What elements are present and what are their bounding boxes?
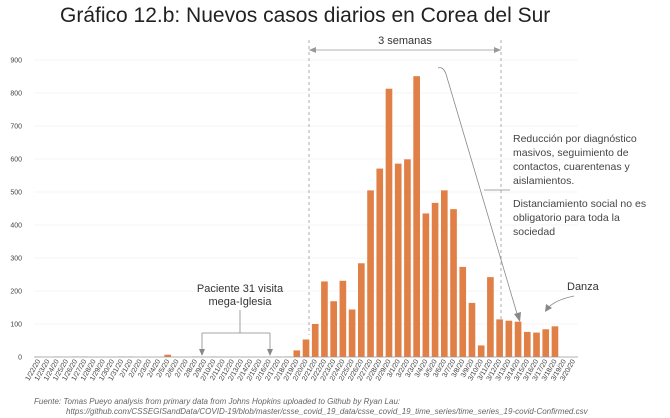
reduction-text: Reducción por diagnóstico masivos, segui… [513,133,646,238]
bar [514,321,522,357]
y-tick-label: 900 [10,58,22,65]
y-tick-label: 600 [10,157,22,164]
y-axis: 0 100 200 300 400 500 600 700 800 900 [10,58,22,362]
bar [487,277,494,357]
reduction-line-1: Reducción por diagnóstico [513,133,637,145]
bar [321,281,328,357]
bar [468,302,476,357]
bar [477,345,485,357]
distancing-line-1: Distanciamiento social no es [513,198,646,210]
bar [404,159,411,357]
bar [348,309,356,357]
bar [422,213,430,357]
bar [367,190,374,357]
y-tick-label: 0 [18,355,22,362]
bar [459,266,467,357]
bar [496,319,503,357]
bar [413,76,420,358]
bar [505,320,513,357]
bar [330,301,337,357]
reduction-line-2: masivos, seguimiento de [513,147,629,159]
y-tick-label: 400 [10,223,22,230]
bar [164,354,172,357]
bar [542,329,550,357]
bar-series [35,76,559,358]
source-line-2: https://github.com/CSSEGISandData/COVID-… [66,407,589,416]
y-gridlines [34,59,578,325]
y-tick-label: 800 [10,91,22,98]
dance-label: Danza [567,281,600,293]
reduction-line-3: contactos, cuarentenas y [513,161,630,173]
reduction-arrow [437,67,521,322]
bar [311,324,319,357]
x-axis: 1/22/201/23/201/24/201/25/201/26/201/27/… [25,358,578,382]
bar [551,326,559,357]
chart-title: Gráfico 12.b: Nuevos casos diarios en Co… [60,4,551,27]
bar [440,190,448,357]
bar [450,209,457,357]
bar [523,331,531,357]
distancing-line-3: sociedad [513,226,555,238]
bar [302,339,310,357]
bar [533,332,540,357]
bar [339,280,347,357]
dance-annotation: Danza [545,281,600,312]
patient31-line1: Paciente 31 visita [197,283,284,295]
bar [431,202,439,357]
y-tick-label: 500 [10,190,22,197]
bar [394,163,402,357]
y-tick-label: 700 [10,124,22,131]
y-tick-label: 300 [10,256,22,263]
bar [376,168,384,357]
source-line-1: Fuente: Tomas Pueyo analysis from primar… [34,397,400,406]
three-weeks-label: 3 semanas [378,35,432,47]
patient31-line2: mega-Iglesia [209,296,273,308]
distancing-line-2: obligatorio para toda la [513,212,620,224]
bar [293,350,301,357]
patient31-bracket: Paciente 31 visita mega-Iglesia [197,283,284,356]
three-weeks-bracket: 3 semanas [308,35,502,335]
bar [358,263,365,357]
y-tick-label: 200 [10,289,22,296]
reduction-line-4: aislamientos. [513,175,574,187]
bar [385,88,393,358]
y-tick-label: 100 [10,322,22,329]
